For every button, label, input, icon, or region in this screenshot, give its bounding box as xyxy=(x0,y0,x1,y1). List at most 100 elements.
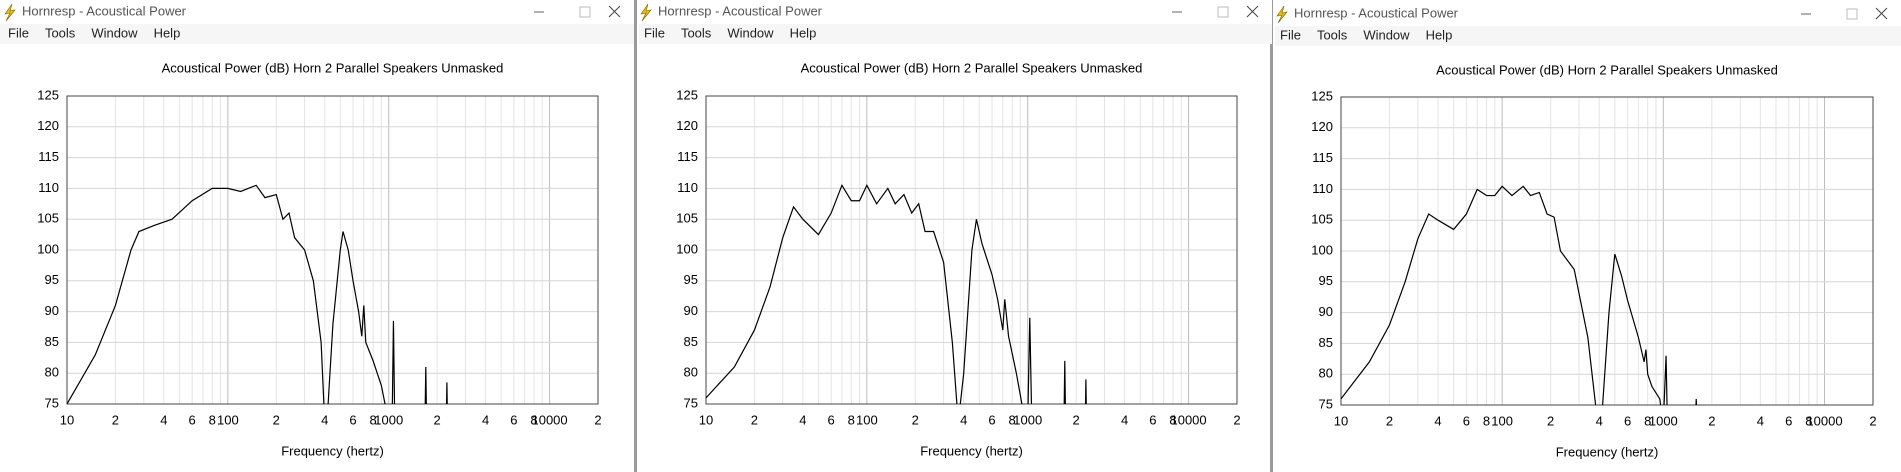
chart-title: Acoustical Power (dB) Horn 2 Parallel Sp… xyxy=(801,60,1143,75)
y-tick-label: 90 xyxy=(684,303,698,318)
title-bar xyxy=(1275,2,1901,26)
menu-item[interactable]: Tools xyxy=(1317,27,1348,42)
y-tick-label: 110 xyxy=(677,180,698,195)
x-tick-label: 2 xyxy=(751,412,758,427)
menu-bar xyxy=(639,24,1272,44)
plot-frame xyxy=(705,95,1238,405)
title-bar xyxy=(0,0,634,24)
x-tick-label: 2 xyxy=(1233,412,1240,427)
x-tick-label: 6 xyxy=(988,412,995,427)
maximize-button[interactable] xyxy=(579,6,591,18)
menu-item[interactable]: Help xyxy=(1426,27,1453,42)
x-tick-label: 8 xyxy=(370,412,377,427)
menu-item[interactable]: Tools xyxy=(45,25,76,40)
window-title: Hornresp - Acoustical Power xyxy=(22,3,187,18)
menu-item[interactable]: Tools xyxy=(681,25,712,40)
window-title: Hornresp - Acoustical Power xyxy=(1294,5,1459,20)
app-icon xyxy=(4,3,16,22)
y-tick-label: 115 xyxy=(1312,150,1333,165)
y-tick-label: 95 xyxy=(1319,273,1333,288)
menu-item[interactable]: Window xyxy=(727,25,774,40)
menu-item[interactable]: Window xyxy=(91,25,138,40)
y-tick-label: 125 xyxy=(37,87,59,102)
x-axis-label: Frequency (hertz) xyxy=(281,443,384,458)
y-tick-label: 125 xyxy=(676,87,698,102)
y-tick-label: 120 xyxy=(37,118,59,133)
x-tick-label: 100 xyxy=(1491,413,1513,428)
close-button[interactable] xyxy=(1246,5,1259,18)
x-tick-label: 10000 xyxy=(1170,412,1206,427)
menu-item[interactable]: Window xyxy=(1363,27,1410,42)
menu-item[interactable]: File xyxy=(644,25,665,40)
y-tick-label: 105 xyxy=(1311,212,1333,227)
x-tick-label: 2 xyxy=(1386,413,1393,428)
x-tick-label: 8 xyxy=(1805,413,1812,428)
y-tick-label: 105 xyxy=(676,211,698,226)
y-tick-label: 75 xyxy=(684,395,698,410)
x-axis-label: Frequency (hertz) xyxy=(1556,444,1659,459)
x-tick-label: 8 xyxy=(1483,413,1490,428)
y-tick-label: 90 xyxy=(1319,304,1333,319)
x-tick-label: 2 xyxy=(594,412,601,427)
x-tick-label: 4 xyxy=(1757,413,1764,428)
window-border xyxy=(634,0,637,472)
x-tick-label: 6 xyxy=(1785,413,1792,428)
y-tick-label: 100 xyxy=(1311,242,1333,257)
x-tick-label: 100 xyxy=(217,412,239,427)
x-tick-label: 6 xyxy=(510,412,517,427)
x-tick-label: 6 xyxy=(1463,413,1470,428)
y-tick-label: 85 xyxy=(684,334,698,349)
x-tick-label: 2 xyxy=(1073,412,1080,427)
x-tick-label: 100 xyxy=(856,412,878,427)
menu-bar xyxy=(1275,26,1901,46)
x-tick-label: 6 xyxy=(189,412,196,427)
x-tick-label: 2 xyxy=(434,412,441,427)
x-tick-label: 8 xyxy=(1644,413,1651,428)
y-tick-label: 80 xyxy=(45,365,59,380)
x-tick-label: 1000 xyxy=(374,412,403,427)
window-title: Hornresp - Acoustical Power xyxy=(658,3,823,18)
close-button[interactable] xyxy=(608,5,621,18)
menu-bar xyxy=(0,24,634,44)
x-tick-label: 4 xyxy=(321,412,328,427)
response-line xyxy=(706,183,1087,404)
x-tick-label: 4 xyxy=(160,412,167,427)
x-tick-label: 4 xyxy=(799,412,806,427)
y-tick-label: 75 xyxy=(45,395,59,410)
y-tick-label: 100 xyxy=(37,241,59,256)
y-tick-label: 110 xyxy=(1312,181,1333,196)
y-tick-label: 85 xyxy=(45,334,59,349)
x-tick-label: 2 xyxy=(912,412,919,427)
menu-item[interactable]: Help xyxy=(790,25,817,40)
x-tick-label: 4 xyxy=(482,412,489,427)
response-line xyxy=(1341,185,1698,405)
x-tick-label: 8 xyxy=(1009,412,1016,427)
close-button[interactable] xyxy=(1875,7,1888,20)
x-tick-label: 4 xyxy=(1596,413,1603,428)
y-tick-label: 115 xyxy=(38,149,59,164)
y-tick-label: 75 xyxy=(1319,396,1333,411)
y-tick-label: 120 xyxy=(1311,119,1333,134)
x-tick-label: 8 xyxy=(1169,412,1176,427)
menu-item[interactable]: Help xyxy=(154,25,181,40)
x-axis-label: Frequency (hertz) xyxy=(920,443,1023,458)
menu-item[interactable]: File xyxy=(1280,27,1301,42)
x-tick-label: 2 xyxy=(273,412,280,427)
y-tick-label: 105 xyxy=(37,211,59,226)
y-tick-label: 85 xyxy=(1319,335,1333,350)
x-tick-label: 8 xyxy=(530,412,537,427)
x-tick-label: 1000 xyxy=(1649,413,1678,428)
x-tick-label: 6 xyxy=(349,412,356,427)
plot-frame xyxy=(1340,96,1874,406)
maximize-button[interactable] xyxy=(1217,6,1229,18)
title-bar xyxy=(639,0,1272,24)
menu-item[interactable]: File xyxy=(8,25,29,40)
x-tick-label: 6 xyxy=(1624,413,1631,428)
x-tick-label: 8 xyxy=(848,412,855,427)
app-icon xyxy=(1276,5,1288,24)
response-line xyxy=(67,184,448,404)
y-tick-label: 90 xyxy=(45,303,59,318)
maximize-button[interactable] xyxy=(1846,8,1858,20)
app-icon xyxy=(640,3,652,22)
